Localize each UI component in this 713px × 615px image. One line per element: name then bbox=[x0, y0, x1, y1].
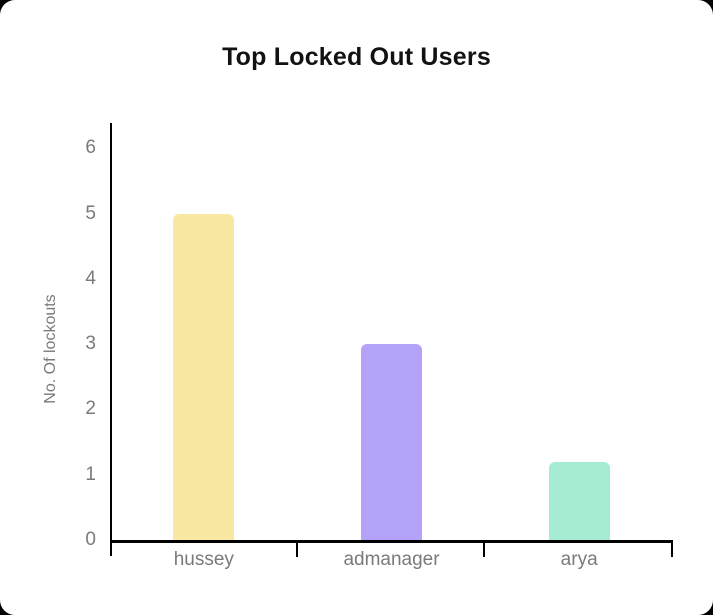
y-tick-label: 3 bbox=[85, 333, 96, 355]
bar-hussey[interactable] bbox=[173, 213, 235, 540]
y-tick-label: 4 bbox=[85, 267, 96, 289]
x-axis-label-admanager: admanager bbox=[343, 549, 440, 570]
bar-admanager[interactable] bbox=[361, 344, 422, 540]
x-tick-mark bbox=[295, 541, 298, 557]
bar-arya[interactable] bbox=[548, 461, 610, 540]
y-tick-label: 0 bbox=[85, 529, 96, 550]
y-tick-label: 5 bbox=[85, 202, 96, 224]
x-axis-label-arya: arya bbox=[560, 549, 598, 570]
y-tick-label: 2 bbox=[85, 398, 96, 420]
x-tick-mark bbox=[483, 541, 486, 557]
x-tick-mark bbox=[671, 541, 673, 557]
x-axis-line bbox=[110, 540, 673, 543]
x-axis-label-hussey: hussey bbox=[173, 549, 234, 570]
y-tick-label: 6 bbox=[85, 137, 96, 159]
chart-title: Top Locked Out Users bbox=[222, 43, 491, 71]
y-tick-label: 1 bbox=[85, 463, 96, 485]
y-axis-line bbox=[110, 123, 112, 556]
